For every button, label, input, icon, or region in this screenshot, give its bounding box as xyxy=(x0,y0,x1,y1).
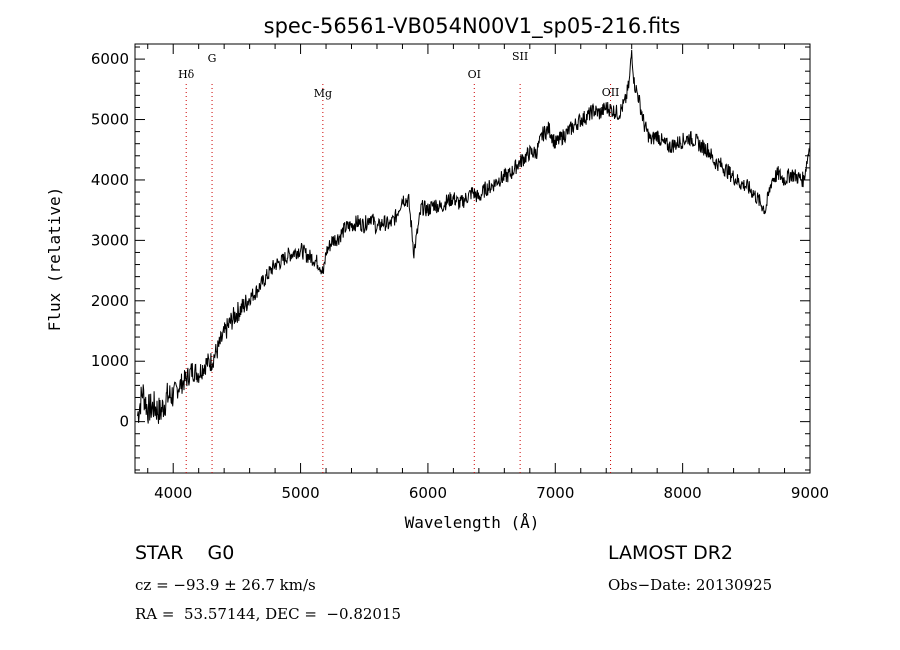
spectrum-line xyxy=(137,49,811,424)
y-tick-label: 4000 xyxy=(91,171,129,189)
chart-title: spec-56561-VB054N00V1_sp05-216.fits xyxy=(264,14,681,39)
coordinates: RA = 53.57144, DEC = −0.82015 xyxy=(135,605,402,623)
y-tick-label: 6000 xyxy=(91,50,129,68)
y-tick-label: 1000 xyxy=(91,352,129,370)
y-axis-label: Flux (relative) xyxy=(45,187,64,332)
redshift-velocity: cz = −93.9 ± 26.7 km/s xyxy=(135,576,316,594)
survey-name: LAMOST DR2 xyxy=(608,542,733,564)
spectral-line-label: SII xyxy=(512,50,528,63)
x-tick-label: 6000 xyxy=(409,484,447,502)
y-tick-label: 0 xyxy=(119,413,129,431)
spectral-line-label: OI xyxy=(468,68,481,81)
spectral-line-label: OII xyxy=(602,86,620,99)
x-tick-label: 5000 xyxy=(281,484,319,502)
y-tick-label: 5000 xyxy=(91,111,129,129)
y-tick-label: 3000 xyxy=(91,231,129,249)
x-tick-label: 4000 xyxy=(154,484,192,502)
spectral-line-label: Mg xyxy=(314,87,332,100)
x-axis-label: Wavelength (Å) xyxy=(405,513,540,532)
observation-date: Obs−Date: 20130925 xyxy=(608,576,773,594)
spectral-line-label: Hδ xyxy=(178,68,195,81)
x-tick-label: 7000 xyxy=(536,484,574,502)
y-tick-label: 2000 xyxy=(91,292,129,310)
x-tick-label: 9000 xyxy=(791,484,829,502)
x-tick-label: 8000 xyxy=(664,484,702,502)
object-class: STAR G0 xyxy=(135,542,235,564)
plot-frame xyxy=(134,43,811,474)
spectral-line-label: G xyxy=(208,52,217,65)
plot-area: 4000 5000 6000 7000 8000 9000 0 1000 2000 3000 400… xyxy=(91,43,829,502)
